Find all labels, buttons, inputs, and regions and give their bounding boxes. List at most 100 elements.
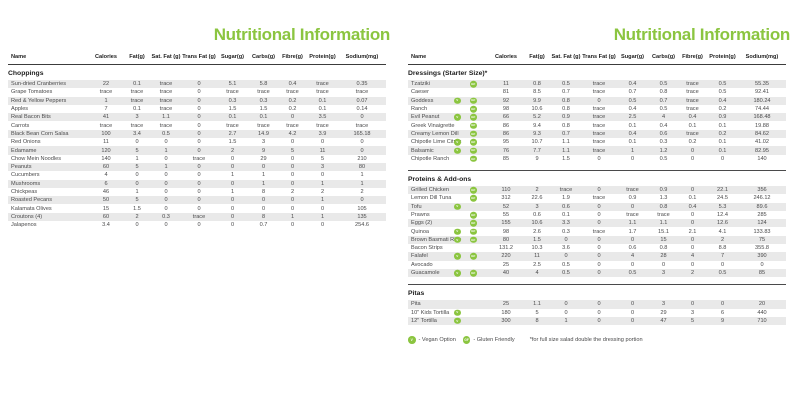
- cell: 7: [104, 106, 108, 113]
- cell: 0: [597, 261, 601, 268]
- cell: 47: [660, 317, 667, 324]
- cell: 1.1: [562, 139, 570, 146]
- table-row: Bacon Strips 131.2 10.3 3.6 0 0.6 0.8 0 8.8 355.8: [408, 244, 786, 252]
- cell: 4: [661, 114, 666, 121]
- cell: 220: [501, 253, 511, 260]
- cell: 24.5: [717, 195, 728, 202]
- cell: 1: [320, 213, 325, 220]
- column-header-sugar-g: Sugar(g): [221, 54, 244, 60]
- item-name-label: Tofu: [411, 203, 422, 210]
- cell: 1.5: [533, 236, 541, 243]
- item-name-label: Grape Tomatoes: [11, 89, 53, 96]
- cell: trace: [626, 187, 639, 194]
- cell: 20: [758, 301, 766, 308]
- cell: 1.1: [162, 114, 170, 121]
- cell: 3.4: [102, 222, 110, 229]
- cell: 0.8: [659, 203, 668, 210]
- cell: 0.1: [628, 139, 637, 146]
- cell: 0.5: [562, 81, 570, 88]
- cell: 86: [502, 130, 510, 137]
- cell: 0: [597, 253, 601, 260]
- cell: 0: [197, 189, 201, 195]
- table-row: Quinoa V GF 98 2.6 0.3 trace 1.7 15.1 2.1 4.1 133.8…: [408, 227, 786, 235]
- table-row: Grape Tomatoes trace trace trace 0 trace trace…: [8, 88, 386, 96]
- item-name-label: Guacamole: [411, 270, 440, 277]
- cell: 0: [630, 236, 635, 243]
- column-header-sugar-g: Sugar(g): [621, 54, 644, 60]
- cell: 0.2: [718, 106, 727, 113]
- cell: 60: [102, 213, 110, 220]
- cell: 0: [597, 220, 601, 227]
- cell: 0: [630, 261, 635, 268]
- cell: 1: [261, 180, 266, 187]
- item-name: Quinoa V GF: [408, 227, 488, 235]
- cell: 0: [197, 106, 201, 113]
- table-row: Evil Peanut V GF 66 5.2 0.9 trace 2.5 4 0.4 0.9 168…: [408, 113, 786, 122]
- cell: 10.6: [531, 106, 543, 113]
- cell: 0: [597, 236, 601, 243]
- cell: 135: [357, 213, 367, 220]
- cell: trace: [192, 213, 206, 220]
- gluten-friendly-icon: GF: [470, 236, 477, 244]
- cell: 3.5: [318, 114, 327, 121]
- cell: 89.6: [756, 203, 768, 210]
- cell: 0.1: [562, 212, 570, 218]
- item-name: Lemon Dill Tuna GF: [408, 194, 488, 202]
- cell: 0: [290, 205, 295, 212]
- cell: 0: [164, 155, 168, 162]
- cell: 0: [360, 139, 364, 146]
- cell: 0: [290, 164, 295, 171]
- table-row: Sun-dried Cranberries 22 0.1 trace 0 5.1 5.8 0.…: [8, 80, 386, 89]
- cell: 28: [660, 253, 667, 260]
- cell: 100: [101, 130, 111, 137]
- item-name-label: Jalapenos: [11, 222, 37, 229]
- cell: 3: [535, 203, 539, 210]
- cell: 9.9: [533, 97, 541, 104]
- cell: trace: [159, 97, 173, 104]
- gluten-legend-label: - Gluten Friendly: [473, 336, 515, 343]
- cell: 1: [230, 172, 235, 179]
- item-name-label: Red Onions: [11, 139, 41, 146]
- cell: 0: [690, 155, 695, 162]
- item-name: Sun-dried Cranberries: [8, 80, 88, 88]
- cell: trace: [286, 122, 299, 129]
- table-row: Prawns GF 55 0.6 0.1 0 trace trace 0 12.4 285: [408, 211, 786, 219]
- cell: 8: [535, 317, 539, 324]
- gluten-friendly-icon: GF: [470, 138, 477, 146]
- cell: 0: [197, 205, 201, 212]
- cell: 9.3: [533, 130, 541, 137]
- item-name-label: Apples: [11, 106, 29, 113]
- cell: 105: [357, 205, 367, 212]
- cell: trace: [286, 89, 299, 96]
- column-header-name: Name: [11, 54, 27, 60]
- cell: 0: [230, 164, 235, 171]
- cell: trace: [592, 81, 606, 88]
- item-name-label: 10" Kids Tortilla: [411, 309, 450, 316]
- item-name-label: Ranch: [411, 106, 428, 113]
- cell: 0.2: [688, 139, 697, 146]
- item-name: Creamy Lemon Dill GF: [408, 130, 488, 138]
- table-row: Black Bean Corn Salsa 100 3.4 0.5 0 2.7 14.9 4.…: [8, 129, 386, 139]
- table-row: Real Bacon Bits 41 3 1.1 0 0.1 0.1 0 3.5 0: [8, 113, 386, 122]
- cell: 0.9: [718, 114, 727, 121]
- cell: 5.8: [259, 81, 268, 88]
- cell: 0: [630, 155, 635, 162]
- cell: 0.7: [562, 130, 570, 137]
- cell: 84.62: [755, 130, 769, 137]
- cell: trace: [99, 89, 113, 96]
- cell: 0.5: [718, 270, 727, 277]
- table-row: Chipotle Lime Citrus V GF 95 10.7 1.1 trace 0.1…: [408, 138, 786, 146]
- vegan-icon: V: [408, 336, 416, 344]
- cell: 0.3: [228, 97, 237, 104]
- column-header-row: Name Calories Fat(g) Sat. Fat (g) Trans Fat …: [8, 54, 386, 65]
- cell: 66: [502, 114, 510, 121]
- gluten-friendly-icon: GF: [470, 80, 477, 88]
- item-name: Evil Peanut V GF: [408, 113, 488, 121]
- cell: 2: [535, 187, 539, 194]
- cell: 0: [164, 172, 168, 179]
- cell: 1: [320, 197, 325, 204]
- cell: 0.3: [162, 213, 170, 220]
- cell: trace: [355, 122, 369, 129]
- cell: 0: [320, 222, 325, 229]
- table-row: Pita 25 1.1 0 0 0 3 0 0 20: [408, 300, 786, 309]
